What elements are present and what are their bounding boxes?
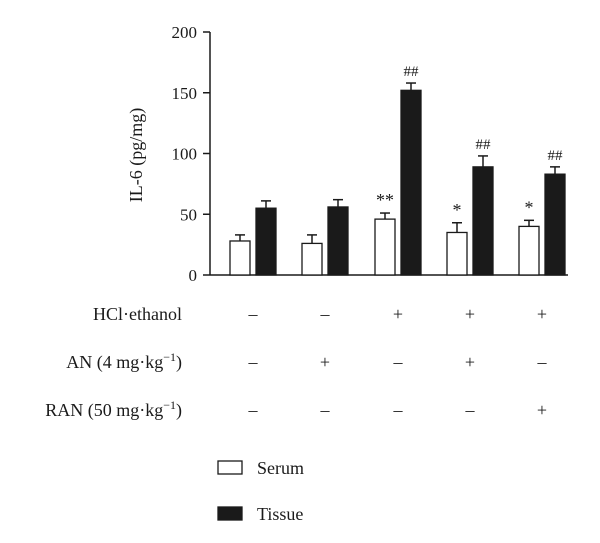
treatment-sign: + (537, 400, 547, 420)
bar-tissue (472, 166, 494, 276)
significance-mark: ## (548, 148, 564, 164)
legend-label-serum: Serum (257, 458, 304, 478)
legend-swatch-serum (217, 460, 243, 475)
treatment-label: AN (4 mg·kg−1) (66, 350, 182, 373)
treatment-label: HCl·ethanol (93, 304, 182, 324)
bar-tissue (327, 206, 349, 276)
treatment-sign: – (248, 304, 259, 324)
y-axis-label: IL-6 (pg/mg) (126, 108, 147, 202)
significance-mark: * (453, 200, 462, 220)
significance-mark: * (525, 197, 534, 217)
treatment-sign: + (537, 304, 547, 324)
bar-serum (518, 225, 540, 276)
chart-legend: Serum Tissue (217, 458, 304, 524)
y-tick-label: 150 (172, 84, 198, 103)
bar-tissue (400, 89, 422, 276)
treatment-sign: + (320, 352, 330, 372)
treatment-sign: – (465, 400, 476, 420)
treatment-table: HCl·ethanol – – + + + AN (4 mg·kg−1) – + – + – RAN (… (45, 304, 547, 421)
bar-serum (301, 242, 323, 276)
bar-tissue (255, 207, 277, 276)
y-tick-label: 100 (172, 145, 198, 164)
y-tick-label: 0 (189, 266, 198, 285)
treatment-sign: – (393, 400, 404, 420)
bar-tissue (544, 173, 566, 276)
treatment-sign: – (320, 304, 331, 324)
treatment-sign: + (393, 304, 403, 324)
treatment-sign: – (248, 352, 259, 372)
legend-swatch-tissue (217, 506, 243, 521)
treatment-sign: + (465, 352, 475, 372)
treatment-sign: + (465, 304, 475, 324)
legend-label-tissue: Tissue (257, 504, 303, 524)
significance-mark: ** (376, 190, 394, 210)
y-tick-label: 50 (180, 205, 197, 224)
significance-marks: ** * *###### (376, 64, 563, 220)
treatment-sign: – (393, 352, 404, 372)
bar-serum (374, 218, 396, 276)
significance-mark: ## (404, 64, 420, 80)
treatment-sign: – (537, 352, 548, 372)
chart-bars (229, 82, 566, 276)
bar-serum (446, 231, 468, 276)
treatment-sign: – (320, 400, 331, 420)
treatment-label: RAN (50 mg·kg−1) (45, 398, 182, 421)
y-tick-label: 200 (172, 23, 198, 42)
bar-serum (229, 240, 251, 276)
significance-mark: ## (476, 137, 492, 153)
treatment-sign: – (248, 400, 259, 420)
